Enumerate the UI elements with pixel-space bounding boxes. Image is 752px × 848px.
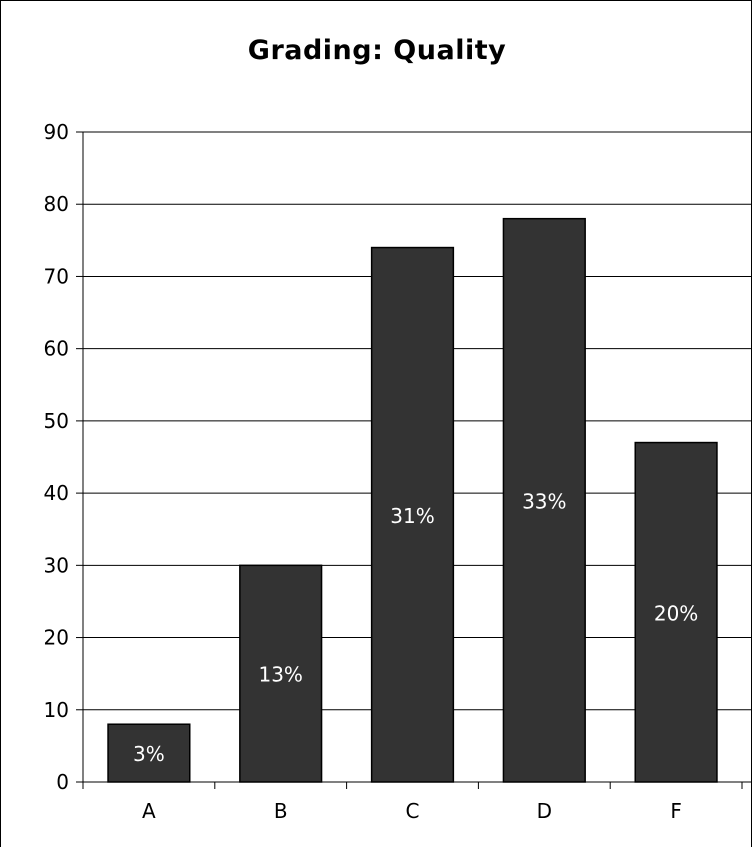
x-category-label: A [142,799,156,823]
bar-b [239,564,323,783]
x-category-label: D [537,799,552,823]
y-tick-label: 0 [56,770,69,794]
chart-title: Grading: Quality [247,35,507,66]
bars [107,217,718,783]
data-label: 33% [522,489,566,513]
data-label: 31% [390,504,434,528]
data-label: 3% [133,742,165,766]
labels: A 3% B 13% C 31% D 33% F 20% [133,489,698,823]
y-tick-label: 10 [44,698,69,722]
x-category-label: B [274,799,288,823]
y-tick-label: 40 [44,481,69,505]
bar-f [634,441,718,783]
y-tick-label: 50 [44,409,69,433]
data-label: 20% [654,601,698,625]
data-label: 13% [258,663,302,687]
x-category-label: C [406,799,420,823]
y-tick-label: 70 [44,264,69,288]
axes: 0 10 20 30 40 50 60 70 80 90 [44,120,752,794]
y-tick-label: 20 [44,626,69,650]
x-category-label: F [670,799,682,823]
y-tick-label: 60 [44,337,69,361]
bar-a [107,723,191,783]
y-tick-label: 90 [44,120,69,144]
bar-d [502,217,586,783]
y-tick-label: 80 [44,192,69,216]
bar-c [370,246,455,783]
y-tick-label: 30 [44,553,69,577]
